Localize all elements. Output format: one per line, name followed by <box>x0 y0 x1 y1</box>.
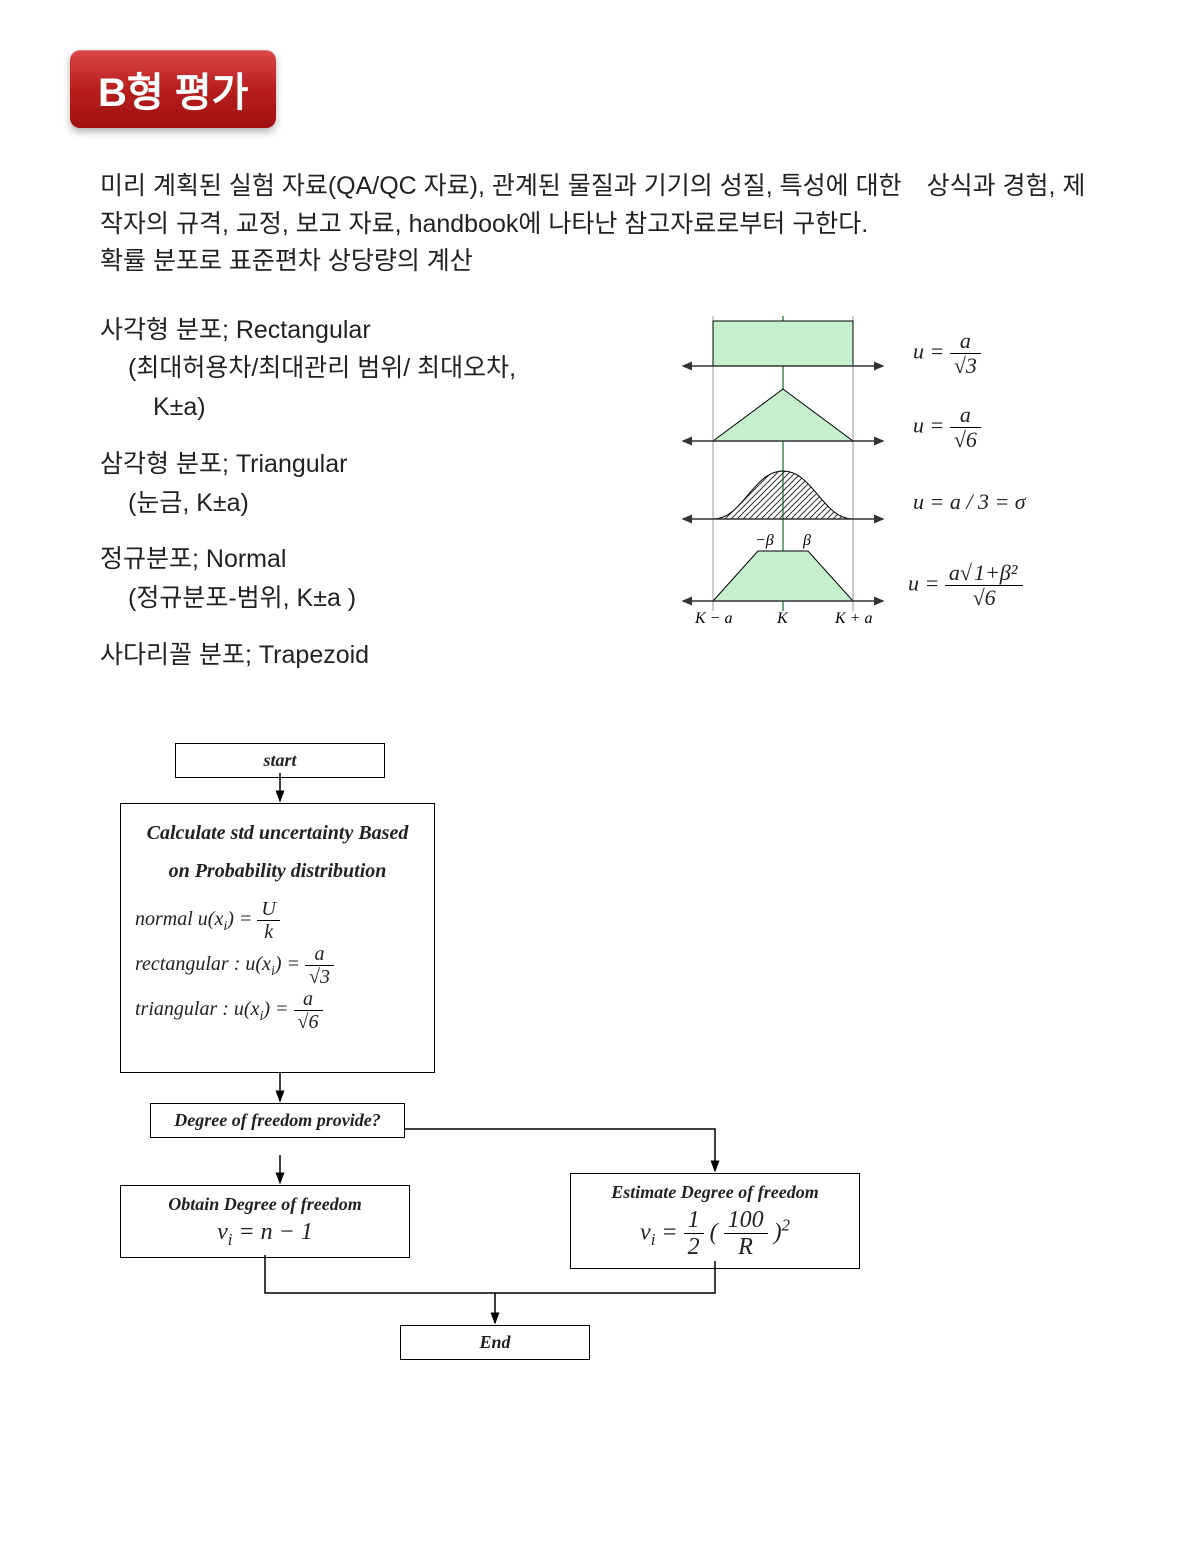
dist-normal: 정규분포; Normal (정규분포-범위, K±a ) <box>100 540 623 618</box>
node-calc-title: Calculate std uncertainty Based on Proba… <box>135 814 420 890</box>
intro-line-2: 확률 분포로 표준편차 상당량의 계산 <box>100 243 1093 281</box>
formula-rect: u = a√3 <box>913 329 1093 378</box>
dist-norm-name: 정규분포; Normal <box>100 540 623 579</box>
axis-label-right: K + a <box>834 610 872 627</box>
node-estimate: Estimate Degree of freedom νi = 12 ( 100… <box>570 1173 860 1270</box>
dist-tri-sub: (눈금, K±a) <box>100 484 623 523</box>
dist-svg: −β β K − a K K + a u = a√3 u = a√6 u = a… <box>663 311 1093 641</box>
dist-rect-name: 사각형 분포; Rectangular <box>100 311 623 350</box>
beta-neg-label: −β <box>755 532 774 549</box>
node-obtain: Obtain Degree of freedom νi = n − 1 <box>120 1185 410 1259</box>
formula-triangular: triangular : u(xi) = a√6 <box>135 988 420 1033</box>
dist-norm-sub: (정규분포-범위, K±a ) <box>100 579 623 618</box>
formula-tri: u = a√6 <box>913 403 1093 452</box>
shape-rectangular <box>683 321 883 366</box>
node-obtain-title: Obtain Degree of freedom <box>131 1194 399 1215</box>
beta-pos-label: β <box>802 532 811 549</box>
dist-trap-name: 사다리꼴 분포; Trapezoid <box>100 636 623 675</box>
formula-trap: u = a√1+β²√6 <box>908 561 1093 610</box>
intro-line-1: 미리 계획된 실험 자료(QA/QC 자료), 관계된 물질과 기기의 성질, … <box>100 168 1093 243</box>
axis-label-center: K <box>776 610 789 627</box>
title-badge: B형 평가 <box>70 50 276 128</box>
intro-text: 미리 계획된 실험 자료(QA/QC 자료), 관계된 물질과 기기의 성질, … <box>100 168 1093 281</box>
axis-label-left: K − a <box>694 610 732 627</box>
dist-triangular: 삼각형 분포; Triangular (눈금, K±a) <box>100 445 623 523</box>
dist-rect-sub: (최대허용차/최대관리 범위/ 최대오차, K±a) <box>100 349 623 427</box>
node-end: End <box>400 1325 590 1360</box>
node-obtain-formula: νi = n − 1 <box>131 1219 399 1250</box>
dist-tri-name: 삼각형 분포; Triangular <box>100 445 623 484</box>
distribution-list: 사각형 분포; Rectangular (최대허용차/최대관리 범위/ 최대오차… <box>100 311 623 693</box>
formula-normal: normal u(xi) = Uk <box>135 898 420 943</box>
dist-trapezoid: 사다리꼴 분포; Trapezoid <box>100 636 623 675</box>
node-start: start <box>175 743 385 778</box>
formula-norm: u = a / 3 = σ <box>913 489 1093 515</box>
distribution-diagram: −β β K − a K K + a u = a√3 u = a√6 u = a… <box>663 311 1093 693</box>
node-calc: Calculate std uncertainty Based on Proba… <box>120 803 435 1073</box>
node-estimate-title: Estimate Degree of freedom <box>581 1182 849 1203</box>
dist-rectangular: 사각형 분포; Rectangular (최대허용차/최대관리 범위/ 최대오차… <box>100 311 623 427</box>
flowchart: start Calculate std uncertainty Based on… <box>70 743 970 1373</box>
distributions-section: 사각형 분포; Rectangular (최대허용차/최대관리 범위/ 최대오차… <box>100 311 1093 693</box>
node-estimate-formula: νi = 12 ( 100R )2 <box>581 1207 849 1261</box>
formula-rectangular: rectangular : u(xi) = a√3 <box>135 943 420 988</box>
node-decide: Degree of freedom provide? <box>150 1103 405 1138</box>
